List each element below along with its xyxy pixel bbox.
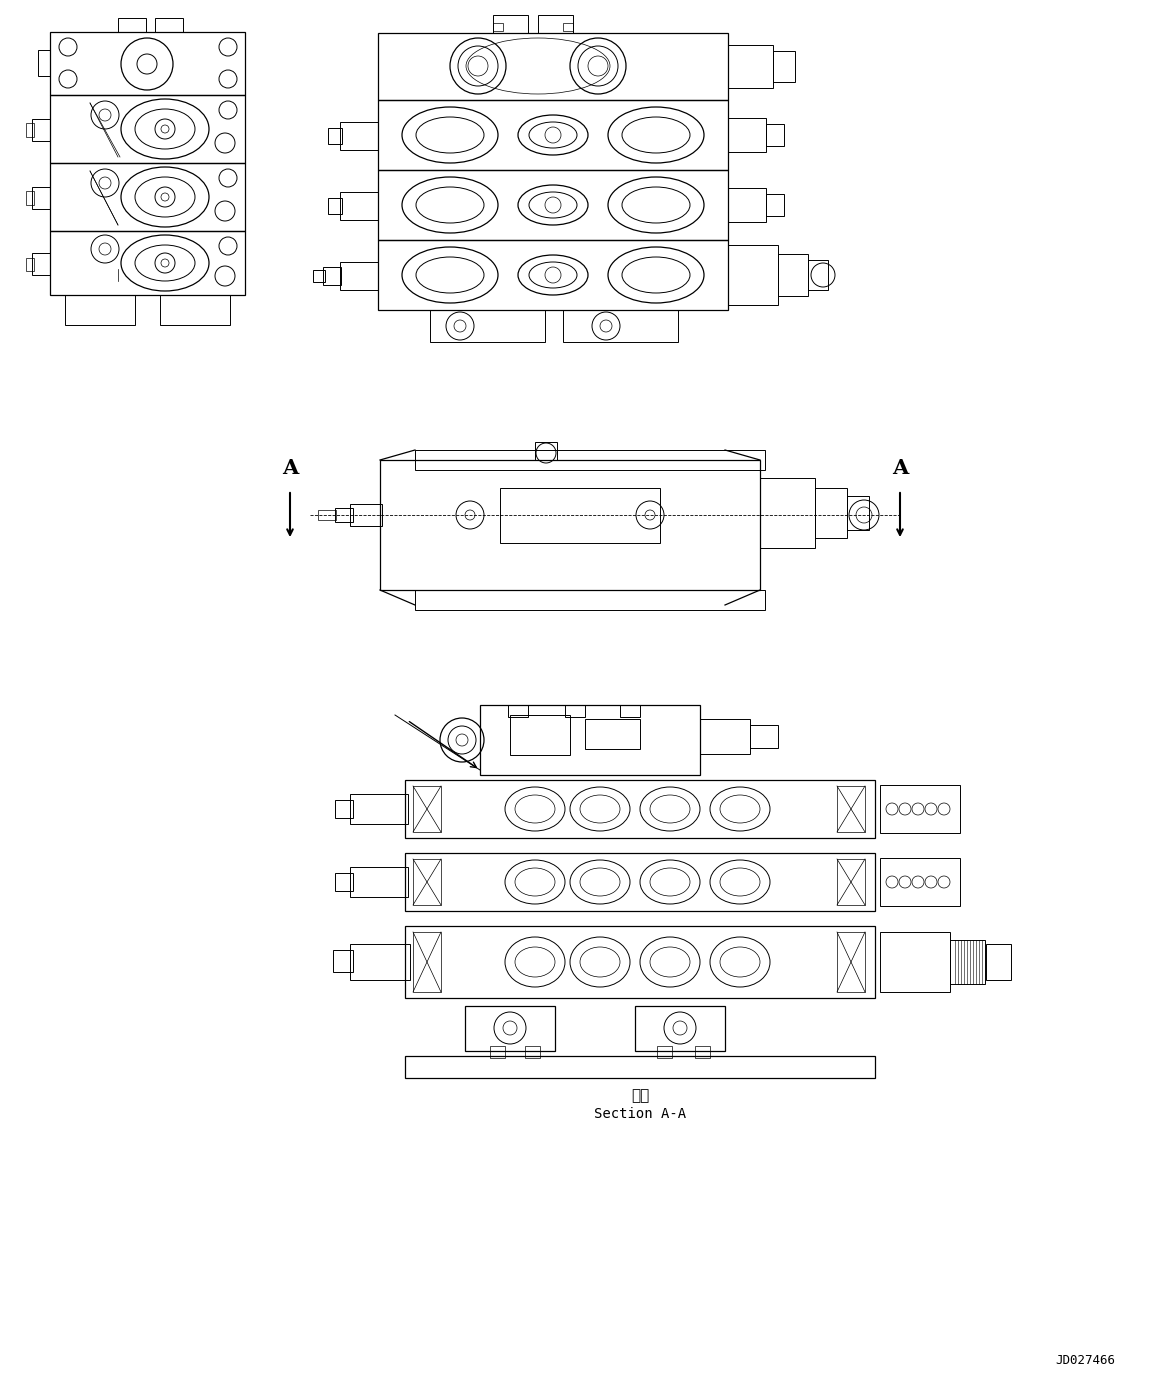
Bar bbox=[38, 50, 50, 75]
Text: 断面: 断面 bbox=[630, 1088, 649, 1103]
Bar bbox=[750, 725, 778, 748]
Bar bbox=[335, 508, 354, 522]
Bar bbox=[493, 22, 504, 31]
Bar bbox=[350, 944, 411, 981]
Bar bbox=[350, 794, 408, 824]
Bar bbox=[635, 1006, 725, 1050]
Bar bbox=[50, 232, 245, 294]
Bar bbox=[50, 32, 245, 95]
Bar bbox=[535, 442, 557, 460]
Bar bbox=[378, 240, 728, 310]
Text: Section A-A: Section A-A bbox=[594, 1108, 686, 1122]
Bar bbox=[65, 294, 135, 325]
Bar bbox=[26, 258, 34, 271]
Bar bbox=[986, 944, 1011, 981]
Bar bbox=[340, 121, 378, 151]
Bar bbox=[728, 188, 766, 222]
Bar bbox=[500, 488, 659, 543]
Bar bbox=[160, 294, 230, 325]
Bar bbox=[350, 868, 408, 897]
Bar bbox=[26, 191, 34, 205]
Bar bbox=[778, 254, 808, 296]
Bar bbox=[773, 52, 795, 82]
Bar bbox=[378, 170, 728, 240]
Bar bbox=[657, 1046, 672, 1057]
Bar bbox=[815, 488, 847, 538]
Bar bbox=[26, 123, 34, 137]
Bar bbox=[33, 119, 50, 141]
Bar bbox=[378, 33, 728, 100]
Bar bbox=[380, 460, 759, 590]
Bar bbox=[317, 511, 336, 520]
Bar bbox=[328, 128, 342, 144]
Bar bbox=[563, 310, 678, 342]
Bar bbox=[880, 785, 959, 833]
Bar bbox=[585, 718, 640, 749]
Bar bbox=[313, 271, 324, 282]
Bar bbox=[728, 246, 778, 306]
Bar bbox=[415, 451, 765, 470]
Bar bbox=[565, 704, 585, 717]
Bar bbox=[33, 252, 50, 275]
Bar bbox=[430, 310, 545, 342]
Bar bbox=[33, 187, 50, 209]
Bar bbox=[378, 100, 728, 170]
Bar bbox=[728, 45, 773, 88]
Bar bbox=[413, 859, 441, 905]
Bar bbox=[413, 785, 441, 831]
Bar bbox=[837, 932, 865, 992]
Bar bbox=[405, 852, 875, 911]
Bar bbox=[880, 932, 950, 992]
Bar bbox=[950, 940, 985, 983]
Bar bbox=[766, 194, 784, 216]
Bar bbox=[766, 124, 784, 146]
Bar bbox=[335, 873, 354, 891]
Bar bbox=[695, 1046, 709, 1057]
Bar bbox=[117, 18, 147, 32]
Bar bbox=[50, 163, 245, 232]
Bar bbox=[508, 704, 528, 717]
Bar bbox=[837, 859, 865, 905]
Bar bbox=[538, 15, 573, 33]
Bar bbox=[323, 266, 341, 285]
Bar bbox=[847, 497, 869, 530]
Bar bbox=[155, 18, 183, 32]
Bar bbox=[563, 22, 573, 31]
Bar bbox=[480, 704, 700, 776]
Bar bbox=[415, 590, 765, 610]
Bar bbox=[333, 950, 354, 972]
Bar bbox=[405, 1056, 875, 1078]
Bar bbox=[50, 95, 245, 163]
Bar bbox=[837, 785, 865, 831]
Text: A: A bbox=[281, 458, 298, 478]
Bar bbox=[465, 1006, 555, 1050]
Bar bbox=[880, 858, 959, 905]
Text: A: A bbox=[892, 458, 908, 478]
Bar bbox=[340, 262, 378, 290]
Bar bbox=[759, 478, 815, 548]
Bar bbox=[511, 716, 570, 755]
Bar bbox=[413, 932, 441, 992]
Bar bbox=[490, 1046, 505, 1057]
Bar bbox=[405, 780, 875, 838]
Bar bbox=[340, 193, 378, 220]
Bar bbox=[335, 799, 354, 817]
Bar bbox=[405, 926, 875, 997]
Bar bbox=[700, 718, 750, 755]
Bar bbox=[493, 15, 528, 33]
Bar bbox=[620, 704, 640, 717]
Bar bbox=[328, 198, 342, 213]
Bar bbox=[728, 119, 766, 152]
Bar bbox=[525, 1046, 540, 1057]
Text: JD027466: JD027466 bbox=[1055, 1353, 1115, 1367]
Bar bbox=[808, 259, 828, 290]
Bar bbox=[350, 504, 381, 526]
